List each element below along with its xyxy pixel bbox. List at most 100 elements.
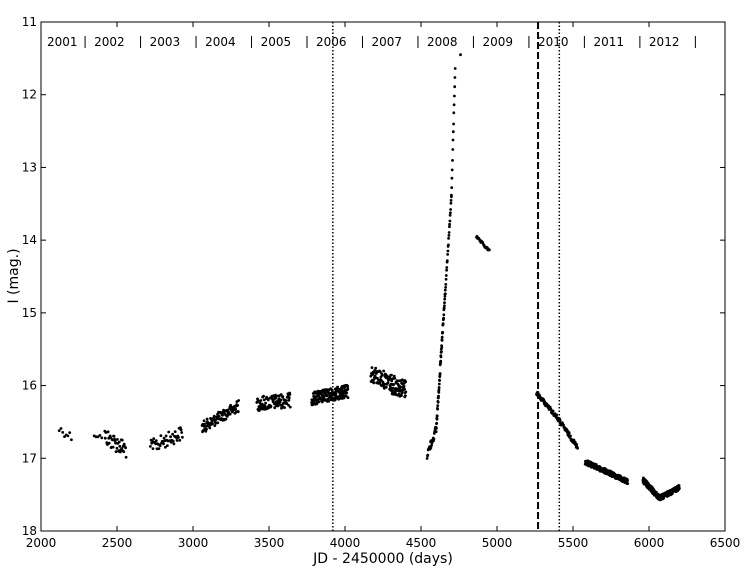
data-point [325, 394, 329, 398]
data-point [346, 396, 350, 399]
data-point [452, 111, 456, 115]
data-point [440, 339, 444, 342]
data-point [459, 53, 462, 57]
data-point [372, 379, 375, 383]
data-point [435, 427, 438, 430]
data-point [59, 427, 63, 430]
year-label: 2009 [482, 35, 513, 49]
data-point [555, 413, 559, 417]
data-point [258, 401, 262, 405]
data-point [113, 439, 117, 442]
data-point [390, 373, 393, 377]
data-point [63, 435, 66, 438]
data-point [453, 94, 456, 98]
data-point [120, 438, 124, 442]
data-point [448, 225, 451, 229]
data-point [287, 396, 291, 400]
data-point [434, 430, 438, 434]
data-point [626, 482, 630, 485]
data-point [164, 434, 168, 438]
data-point [340, 388, 344, 391]
data-point [450, 186, 454, 190]
x-tick-label: 6000 [634, 536, 665, 550]
data-point [103, 436, 107, 440]
data-point [432, 437, 436, 441]
data-point [437, 388, 441, 391]
data-point [172, 442, 176, 446]
data-point [274, 396, 278, 400]
data-point [429, 446, 433, 450]
data-point [264, 401, 267, 405]
data-point [158, 444, 162, 448]
year-label: 2011 [593, 35, 624, 49]
data-point [439, 362, 442, 365]
data-point [445, 259, 449, 263]
year-label: 2002 [94, 35, 125, 49]
x-tick-label: 5000 [482, 536, 513, 550]
data-point [100, 436, 104, 440]
data-point [273, 406, 277, 410]
data-point [179, 428, 183, 432]
data-point [151, 447, 155, 450]
data-point [451, 130, 455, 134]
data-point [542, 398, 546, 401]
data-point [445, 268, 448, 272]
data-point [288, 393, 292, 396]
data-point [149, 445, 152, 448]
data-point [213, 424, 217, 427]
data-point [576, 446, 579, 450]
data-point [626, 479, 629, 482]
data-point [205, 417, 209, 421]
year-separators [84, 36, 696, 48]
data-point [442, 306, 446, 310]
data-point [276, 394, 279, 398]
data-point [386, 381, 390, 385]
data-point [549, 407, 553, 411]
data-point [370, 366, 374, 369]
data-point [392, 374, 396, 378]
data-point [443, 304, 446, 308]
data-point [205, 427, 208, 431]
plot-frame [40, 21, 726, 532]
data-point [98, 434, 102, 437]
year-label: 2008 [427, 35, 458, 49]
data-point [440, 350, 443, 354]
data-point [159, 434, 163, 438]
data-point [567, 431, 571, 435]
data-point [152, 437, 156, 441]
data-point [670, 492, 674, 495]
data-point [262, 394, 265, 398]
data-point [426, 453, 430, 457]
data-point [378, 370, 382, 374]
data-point [452, 103, 456, 107]
data-point [404, 394, 407, 397]
data-point [677, 484, 681, 487]
data-point [435, 421, 439, 425]
data-point [445, 266, 449, 269]
x-tick-label: 2500 [102, 536, 133, 550]
data-point [171, 439, 175, 443]
data-point [122, 442, 126, 446]
y-tick-label: 17 [22, 451, 37, 465]
data-point [569, 434, 572, 438]
data-point [162, 436, 166, 440]
data-point [57, 429, 61, 432]
data-point [346, 387, 350, 391]
x-tick-label: 4000 [330, 536, 361, 550]
data-point [438, 379, 441, 382]
data-point [120, 447, 124, 450]
data-point [436, 407, 439, 411]
data-point [115, 446, 119, 450]
data-point [437, 386, 441, 389]
data-point [404, 380, 407, 384]
data-point [443, 292, 447, 296]
data-point [279, 398, 283, 402]
data-point [558, 418, 562, 422]
year-labels: 2001 2002 2003 2004 2005 2006 2007 2008 2009 2010… [47, 35, 679, 49]
data-point [562, 423, 565, 427]
data-point [228, 412, 232, 416]
data-point [269, 404, 273, 408]
x-axis-label: JD - 2450000 (days) [312, 551, 453, 567]
data-point [217, 414, 221, 418]
data-point [444, 286, 447, 289]
